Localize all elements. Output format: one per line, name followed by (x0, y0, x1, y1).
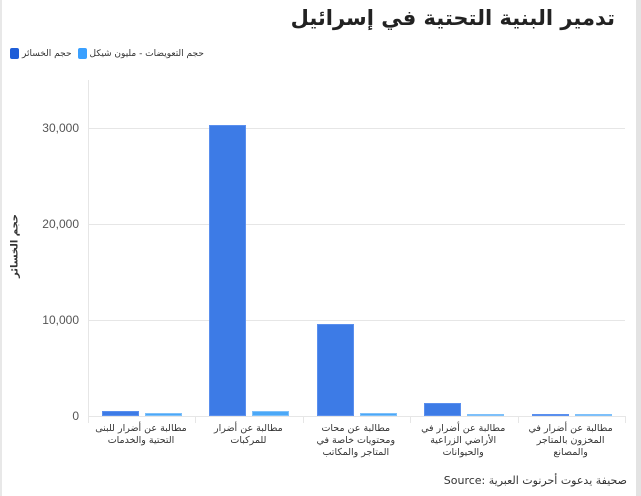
category-tick (88, 416, 89, 423)
x-category-label: مطالبة عن أضرار في المخزون بالمتاجر والم… (528, 423, 613, 458)
bar-compensation[interactable] (574, 414, 612, 416)
legend-label-compensation: حجم التعويضات - مليون شيكل (89, 48, 204, 59)
y-tick-label: 10,000 (42, 313, 79, 327)
category-tick (625, 416, 626, 423)
x-category-label: مطالبة عن أضرار للمركبات (214, 423, 283, 446)
frame-border-right (636, 0, 641, 496)
bar-compensation[interactable] (145, 412, 182, 416)
bar-compensation[interactable] (252, 411, 290, 416)
legend-swatch-losses (10, 48, 19, 59)
frame-border-left (0, 0, 2, 496)
legend: حجم الخسائر حجم التعويضات - مليون شيكل (10, 48, 210, 59)
bar-compensation[interactable] (359, 412, 397, 416)
y-tick-label: 20,000 (42, 217, 79, 231)
source-note: Source: صحيفة يدعوت أحرنوت العبرية (443, 474, 627, 487)
bar-losses[interactable] (531, 413, 569, 416)
x-category-label: مطالبة عن أضرار في الأراضي الزراعية والح… (421, 423, 506, 458)
y-axis-line (88, 80, 89, 416)
legend-label-losses: حجم الخسائر (22, 48, 72, 59)
gridline (88, 320, 625, 321)
y-axis-title: حجم الخسائر (9, 213, 21, 279)
y-tick-label: 30,000 (42, 121, 79, 135)
category-tick (517, 416, 519, 423)
x-category-label: مطالبة عن محات ومحتويات خاصة في المتاجر … (316, 423, 396, 458)
legend-swatch-compensation (77, 48, 87, 59)
y-tick-label: 0 (72, 409, 79, 423)
category-tick (302, 416, 304, 423)
legend-item-losses[interactable]: حجم الخسائر (10, 48, 72, 59)
bar-losses[interactable] (316, 323, 354, 416)
x-category-label: مطالبة عن أضرار للبنى التحتية والخدمات (95, 423, 187, 446)
bar-losses[interactable] (209, 125, 247, 416)
legend-item-compensation[interactable]: حجم التعويضات - مليون شيكل (77, 48, 204, 59)
chart-title: تدمير البنية التحتية في إسرائيل (290, 6, 615, 30)
bar-losses[interactable] (424, 403, 462, 416)
category-tick (410, 416, 412, 423)
gridline (88, 224, 625, 225)
bar-compensation[interactable] (467, 414, 505, 416)
category-tick (195, 416, 197, 423)
gridline (88, 416, 625, 417)
gridline (88, 128, 625, 129)
bar-losses[interactable] (102, 411, 139, 416)
